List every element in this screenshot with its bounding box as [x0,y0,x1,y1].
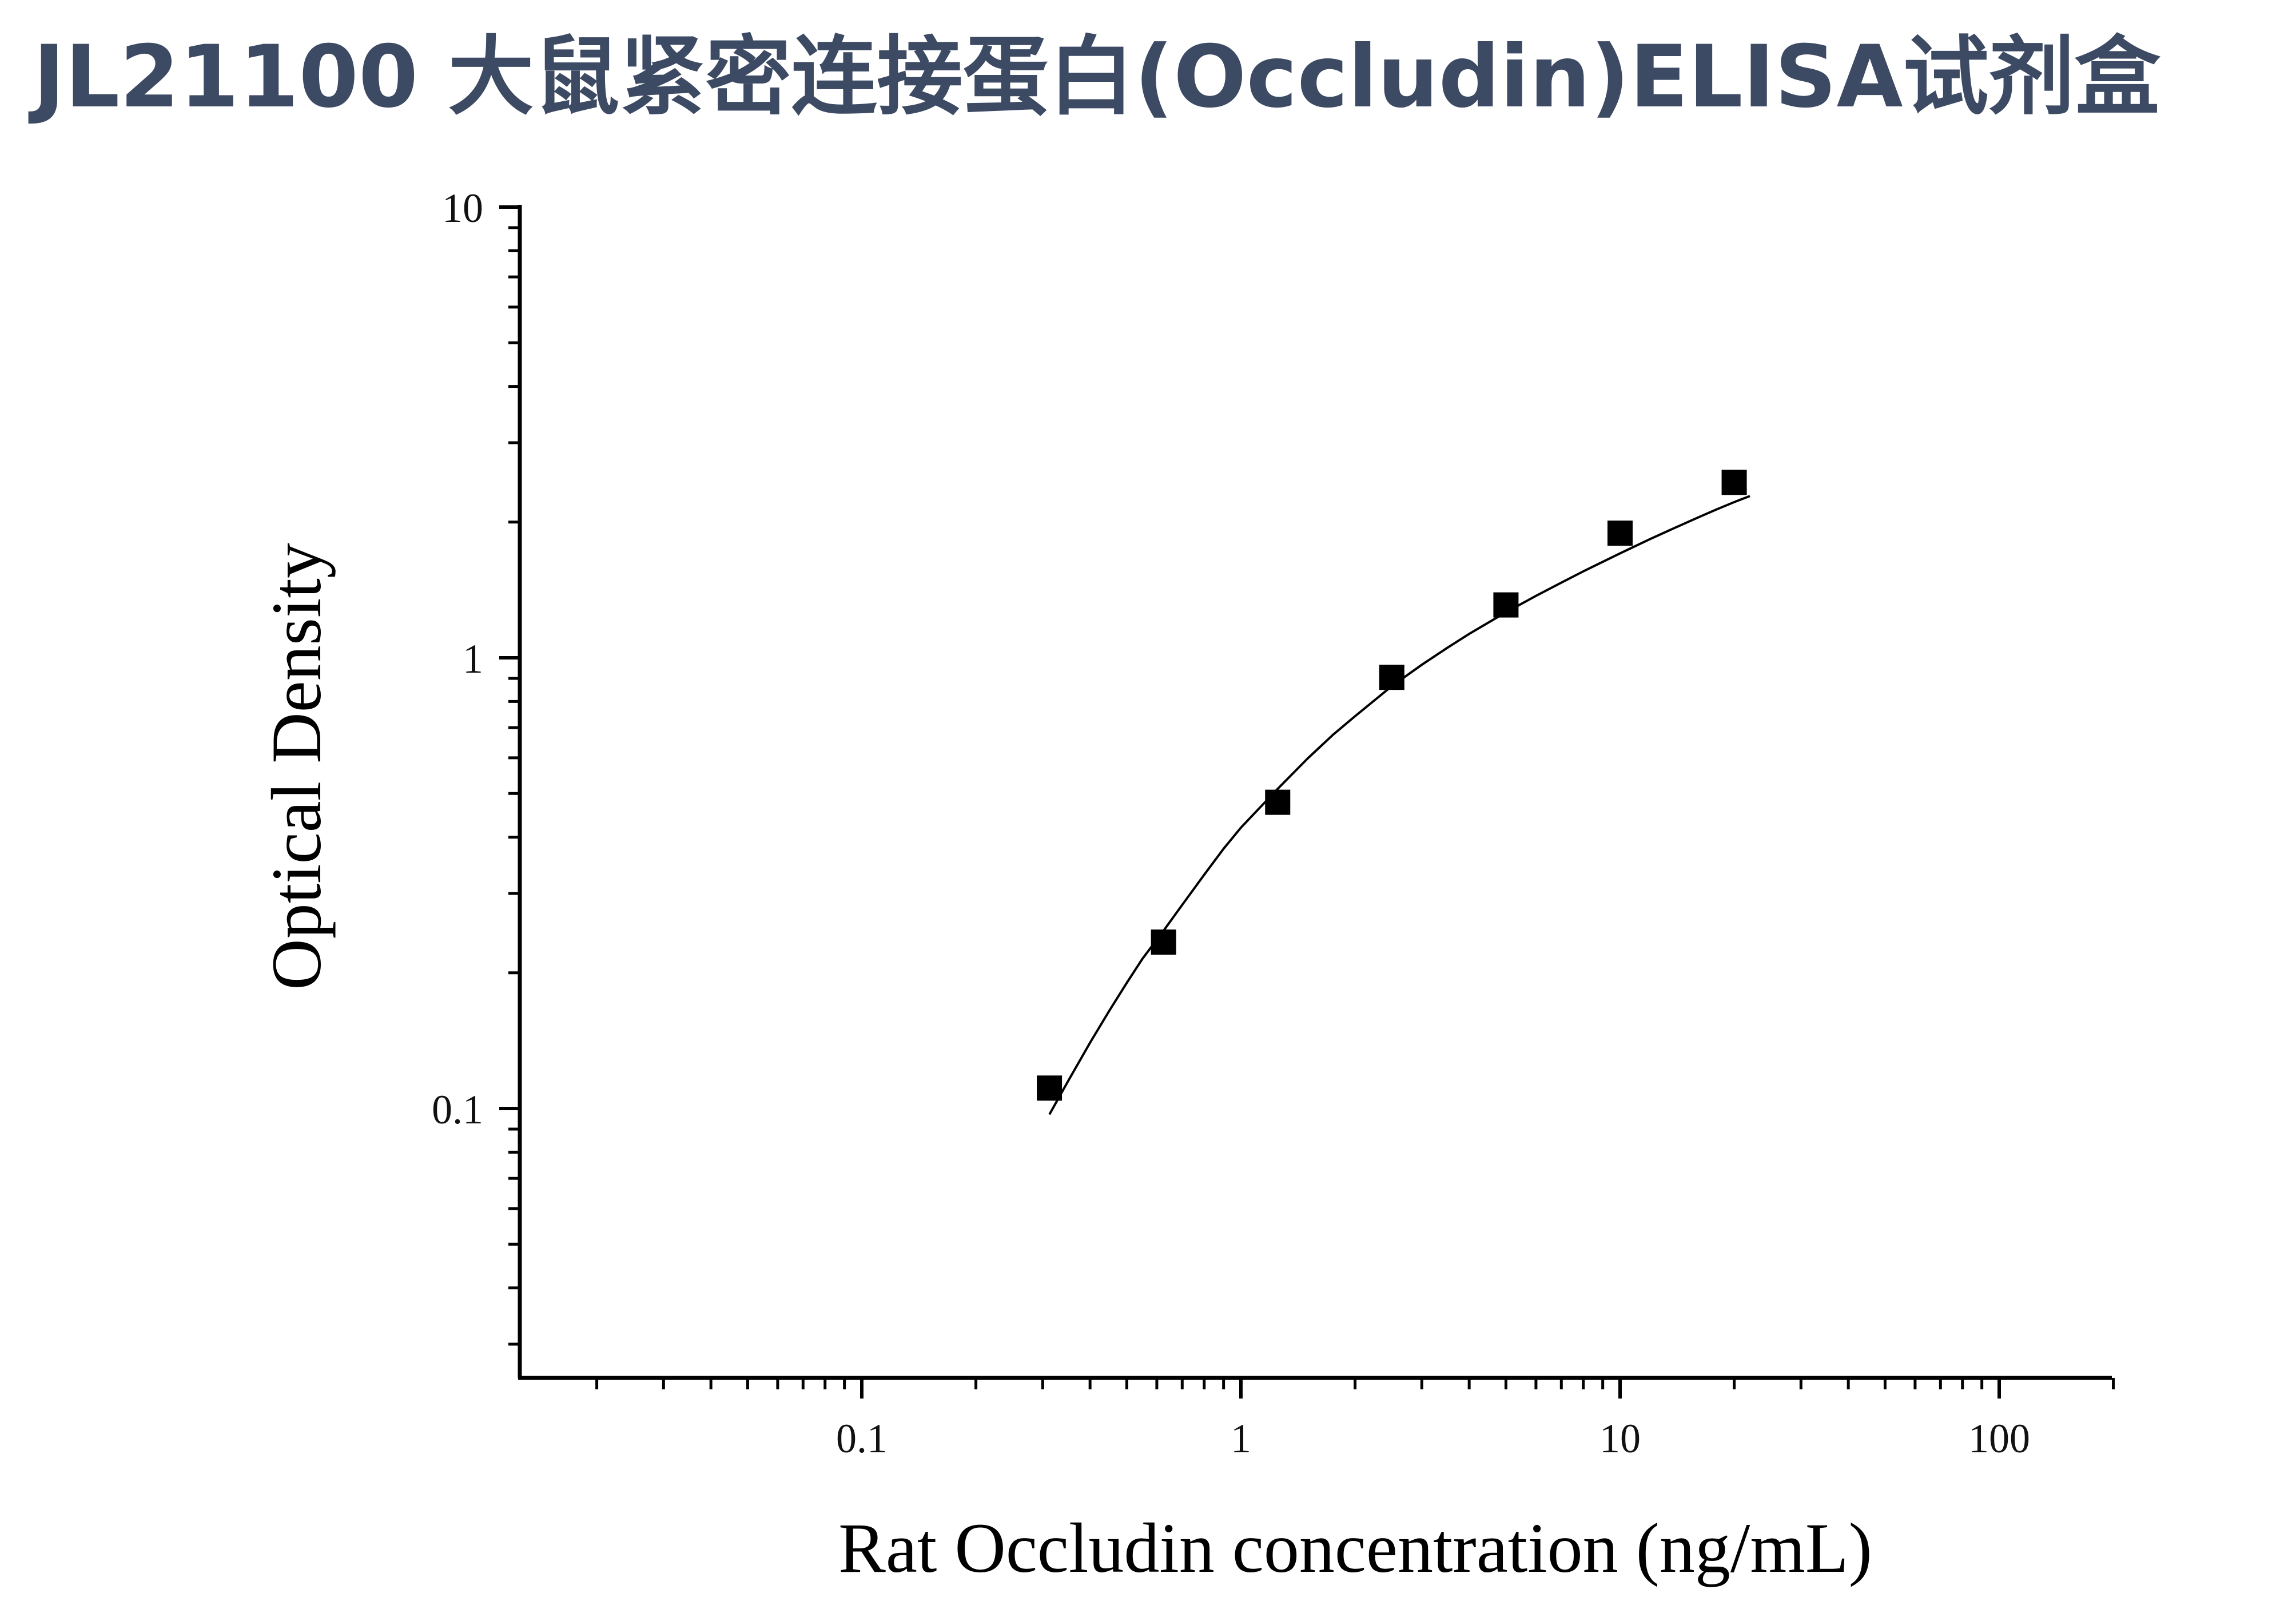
x-axis-title: Rat Occludin concentration (ng/mL) [838,1509,1872,1587]
fit-curve [1048,495,1750,1115]
data-point [1721,470,1747,495]
y-tick-label: 10 [442,185,483,231]
data-point [1151,929,1176,955]
data-point [1379,665,1404,690]
y-tick-label: 0.1 [432,1087,483,1133]
x-tick-label: 100 [1968,1416,2030,1461]
data-point [1037,1075,1063,1101]
data-point [1265,789,1291,815]
x-major-ticks [860,1378,2001,1399]
x-tick-label: 1 [1231,1416,1251,1461]
y-tick-label: 1 [463,636,483,682]
x-tick-label: 0.1 [836,1416,888,1461]
page-title: JL21100 大鼠紧密连接蛋白(Occludin)ELISA试剂盒 [33,27,2160,127]
y-tick-labels: 0.1 1 10 [432,185,483,1133]
data-points [1037,470,1747,1101]
y-axis-title: Optical Density [257,543,336,990]
data-point [1493,592,1519,618]
y-major-ticks [499,205,520,1110]
data-point [1607,521,1633,546]
x-tick-labels: 0.1 1 10 100 [836,1416,2030,1461]
x-tick-label: 10 [1599,1416,1641,1461]
